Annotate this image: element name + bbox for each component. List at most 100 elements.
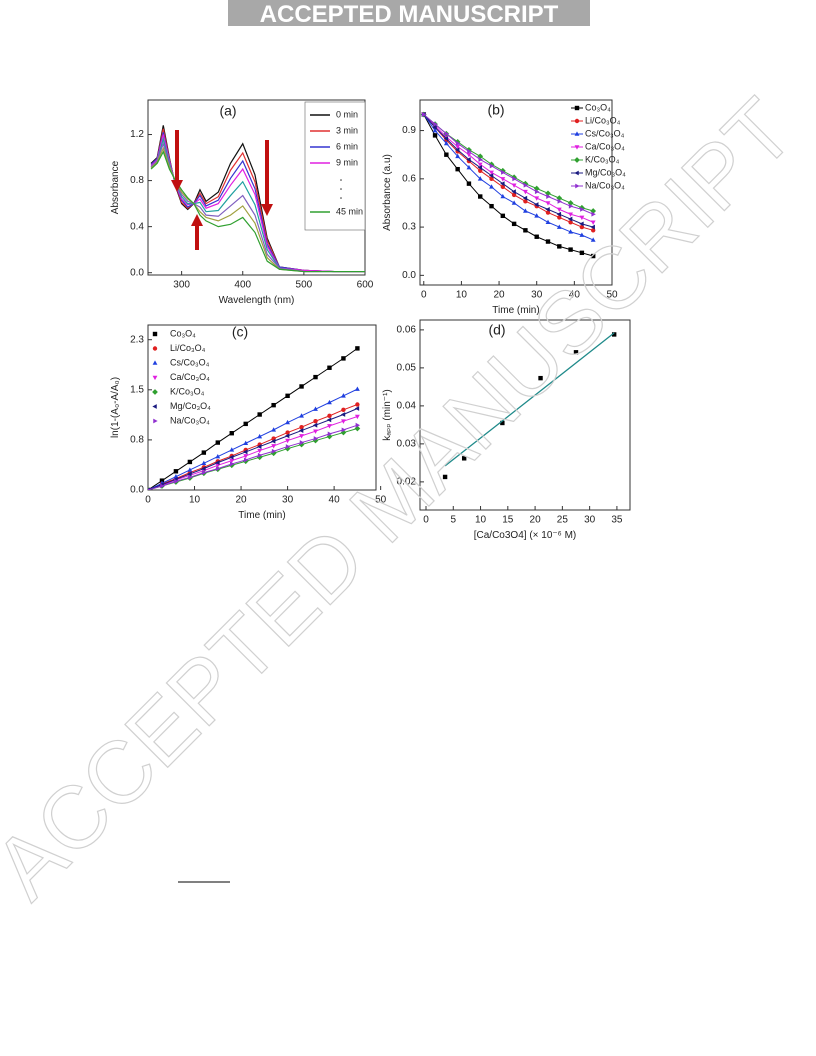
marker	[355, 402, 360, 407]
plot-area	[442, 332, 617, 480]
x-tick-label: 10	[475, 515, 487, 526]
legend-ellipsis	[340, 197, 342, 199]
legend-label: Na/Co₃O₄	[585, 180, 625, 190]
marker	[489, 176, 494, 182]
series-line	[423, 114, 594, 257]
legend-marker	[574, 170, 579, 176]
marker	[355, 422, 361, 428]
marker	[545, 206, 550, 212]
marker	[568, 203, 574, 209]
marker	[327, 431, 333, 437]
x-tick-label: 0	[421, 290, 427, 301]
marker	[478, 194, 483, 199]
marker	[488, 173, 494, 179]
marker	[579, 215, 585, 221]
marker	[257, 452, 263, 458]
marker	[455, 147, 460, 153]
marker	[489, 203, 494, 209]
legend-label: K/Co₃O₄	[170, 386, 205, 396]
marker	[590, 253, 596, 259]
marker	[478, 168, 483, 173]
marker	[500, 184, 506, 190]
chart-panel: 0 5 10 15 20 25 30 35 0.02 0.03 0.04 0.05 0.06 [Ca/Co…	[382, 319, 631, 541]
marker	[229, 447, 235, 452]
marker	[159, 478, 165, 483]
marker	[354, 406, 360, 411]
marker	[299, 425, 304, 430]
marker	[340, 412, 346, 417]
legend-marker	[575, 183, 580, 189]
marker	[522, 208, 528, 213]
legend-marker	[152, 331, 158, 337]
marker	[442, 474, 448, 480]
marker	[257, 448, 263, 454]
marker	[201, 460, 207, 466]
x-tick-label: 0	[423, 515, 429, 526]
y-tick-label: 0.06	[397, 325, 417, 336]
marker	[299, 413, 304, 418]
marker	[477, 162, 483, 167]
legend-label: 3 min	[336, 125, 358, 135]
x-axis-label: Time (min)	[492, 305, 539, 316]
marker	[455, 144, 461, 150]
panel-label: (c)	[232, 324, 248, 340]
y-tick-label: 0.0	[130, 485, 144, 496]
marker	[354, 425, 361, 432]
x-axis-label: Wavelength (nm)	[219, 295, 295, 306]
panel-label: (d)	[488, 322, 505, 338]
marker	[467, 149, 472, 154]
marker	[522, 180, 529, 187]
watermark: ACCEPTED MANUSCRIPT	[0, 80, 812, 918]
marker	[313, 406, 318, 411]
marker	[573, 350, 579, 355]
x-tick-label: 20	[493, 290, 505, 301]
x-tick-label: 20	[235, 495, 247, 506]
marker	[500, 213, 506, 219]
marker	[285, 438, 291, 444]
marker	[285, 393, 290, 399]
marker	[188, 474, 193, 480]
marker	[187, 459, 193, 465]
marker	[534, 202, 539, 207]
marker	[187, 471, 192, 477]
y-tick-label: 0.8	[130, 175, 144, 186]
marker	[432, 124, 437, 130]
plot-frame	[419, 319, 631, 511]
marker	[466, 157, 471, 162]
marker	[443, 140, 449, 146]
marker	[229, 461, 235, 467]
y-tick-label: 1.5	[130, 384, 144, 395]
marker	[243, 449, 248, 455]
y-tick-label: 0.05	[397, 363, 417, 374]
series-line	[423, 114, 594, 231]
legend-marker	[152, 375, 158, 381]
marker	[341, 356, 346, 361]
marker	[455, 166, 460, 172]
x-tick-label: 400	[234, 280, 251, 291]
marker	[201, 466, 206, 472]
marker	[271, 427, 277, 432]
marker	[284, 433, 290, 439]
marker	[522, 189, 528, 195]
marker	[590, 228, 596, 233]
marker	[285, 419, 291, 425]
marker	[298, 428, 304, 433]
x-tick-label: 40	[329, 495, 341, 506]
marker	[354, 386, 360, 391]
x-tick-label: 500	[296, 280, 313, 291]
marker	[545, 239, 551, 244]
marker	[489, 170, 494, 176]
marker	[455, 141, 461, 146]
x-tick-label: 50	[375, 495, 387, 506]
y-tick-label: 0.6	[402, 173, 416, 184]
marker	[512, 176, 517, 182]
marker	[523, 199, 528, 204]
marker	[557, 198, 562, 204]
marker	[590, 237, 596, 242]
legend-label: K/Co₃O₄	[585, 154, 620, 164]
y-axis-label: ln(1-(A₀-A/A₀)	[110, 377, 121, 438]
marker	[611, 332, 617, 337]
x-axis-label: Time (min)	[238, 510, 285, 521]
marker	[160, 483, 165, 489]
marker	[523, 182, 529, 188]
